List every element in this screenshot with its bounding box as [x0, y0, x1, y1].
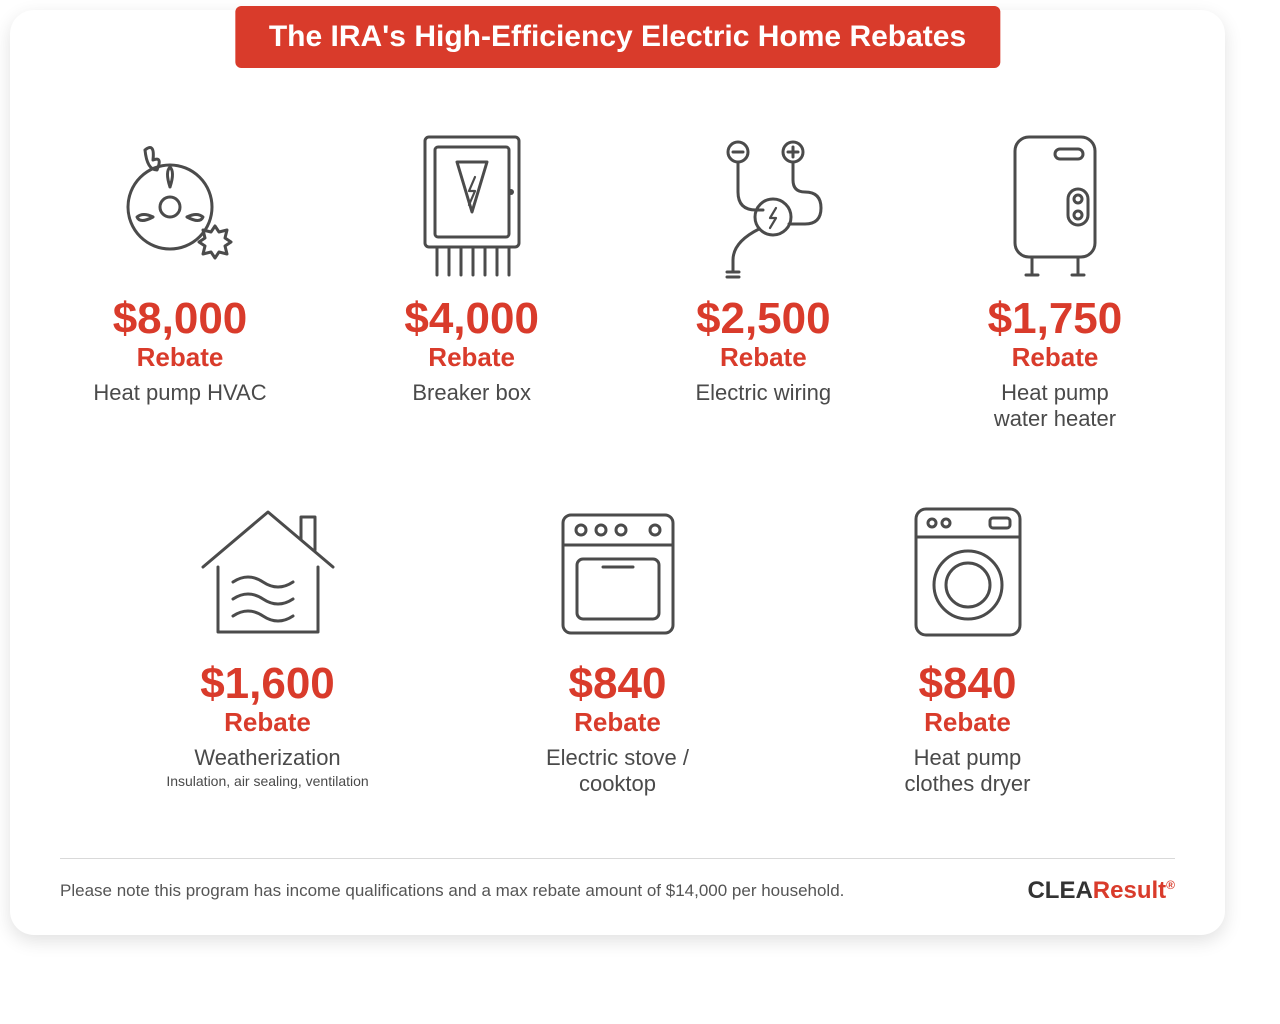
house-icon — [183, 492, 353, 652]
rebate-item-breaker: $4,000 Rebate Breaker box — [352, 127, 592, 432]
infographic-card: The IRA's High-Efficiency Electric Home … — [10, 10, 1225, 935]
title-banner: The IRA's High-Efficiency Electric Home … — [235, 6, 1000, 68]
desc: Electric wiring — [695, 380, 831, 406]
sub-desc: Insulation, air sealing, ventilation — [166, 773, 368, 789]
brand-reg-icon: ® — [1166, 878, 1175, 892]
breaker-icon — [407, 127, 537, 287]
desc: Heat pumpclothes dryer — [905, 745, 1031, 798]
dryer-icon — [898, 492, 1038, 652]
rebate-label: Rebate — [720, 343, 807, 372]
brand-part1: CLEA — [1027, 877, 1092, 904]
desc: Electric stove /cooktop — [546, 745, 689, 798]
amount: $4,000 — [404, 297, 539, 341]
rebate-label: Rebate — [574, 708, 661, 737]
desc: Weatherization — [194, 745, 340, 771]
rebate-label: Rebate — [924, 708, 1011, 737]
rebate-item-hvac: $8,000 Rebate Heat pump HVAC — [60, 127, 300, 432]
rebate-label: Rebate — [224, 708, 311, 737]
rebate-item-weatherization: $1,600 Rebate Weatherization Insulation,… — [148, 492, 388, 797]
hvac-icon — [105, 127, 255, 287]
amount: $840 — [569, 662, 667, 706]
rebate-item-wiring: $2,500 Rebate Electric wiring — [643, 127, 883, 432]
rebate-item-stove: $840 Rebate Electric stove /cooktop — [498, 492, 738, 797]
amount: $2,500 — [696, 297, 831, 341]
brand-part2: Result — [1093, 877, 1166, 904]
rebate-label: Rebate — [137, 343, 224, 372]
desc: Heat pumpwater heater — [994, 380, 1116, 433]
brand-logo: CLEAResult® — [1027, 877, 1175, 905]
row-1: $8,000 Rebate Heat pump HVAC — [60, 127, 1175, 432]
rebate-label: Rebate — [1012, 343, 1099, 372]
amount: $1,600 — [200, 662, 335, 706]
amount: $1,750 — [988, 297, 1123, 341]
desc: Heat pump HVAC — [93, 380, 266, 406]
rebate-grid: $8,000 Rebate Heat pump HVAC — [60, 127, 1175, 798]
footer-note: Please note this program has income qual… — [60, 881, 844, 901]
rebate-label: Rebate — [428, 343, 515, 372]
desc: Breaker box — [412, 380, 531, 406]
rebate-item-waterheater: $1,750 Rebate Heat pumpwater heater — [935, 127, 1175, 432]
footer: Please note this program has income qual… — [60, 858, 1175, 905]
wiring-icon — [693, 127, 833, 287]
water-heater-icon — [1000, 127, 1110, 287]
amount: $840 — [919, 662, 1017, 706]
rebate-item-dryer: $840 Rebate Heat pumpclothes dryer — [848, 492, 1088, 797]
row-2: $1,600 Rebate Weatherization Insulation,… — [60, 492, 1175, 797]
amount: $8,000 — [113, 297, 248, 341]
stove-icon — [543, 492, 693, 652]
